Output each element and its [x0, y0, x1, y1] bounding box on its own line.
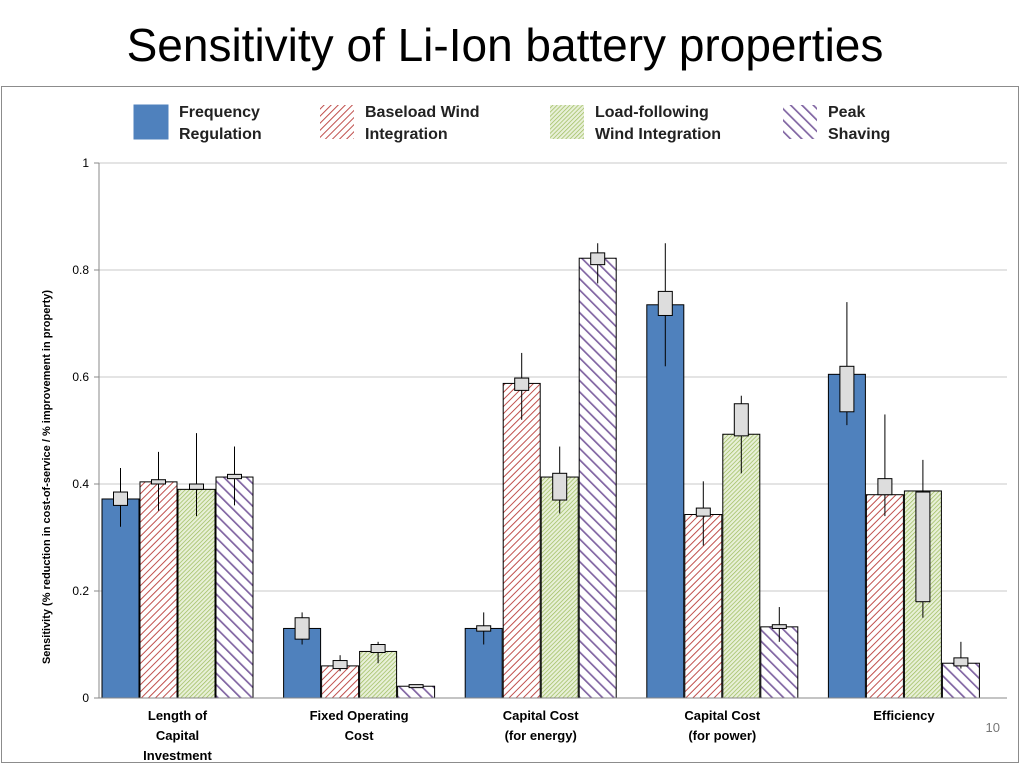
x-axis: Length of Capital Investment Fixed Operatin…	[99, 697, 1007, 762]
x-tick-label: Efficiency	[873, 708, 935, 723]
bar	[865, 494, 904, 699]
x-tick-label: Fixed Operating Cost	[310, 708, 409, 743]
legend-label: Baseload Wind Integration	[365, 104, 480, 143]
range-box	[189, 483, 204, 490]
range-box	[151, 479, 166, 485]
range-box	[657, 290, 673, 316]
y-tick-label: 0.6	[72, 370, 89, 384]
range-box	[771, 624, 787, 629]
y-tick-label: 1	[82, 156, 89, 170]
range-box	[552, 472, 568, 501]
bar	[578, 257, 617, 699]
x-tick-label: Capital Cost (for power)	[684, 708, 761, 743]
bar	[722, 433, 761, 699]
range-box	[408, 684, 424, 689]
range-box	[733, 403, 749, 437]
range-box	[695, 507, 711, 517]
y-tick-label: 0.2	[72, 584, 89, 598]
range-box	[953, 657, 969, 667]
bar	[177, 488, 216, 699]
bar	[139, 481, 178, 699]
legend-label: Frequency Regulation	[179, 104, 262, 143]
legend-label: Load-following Wind Integration	[595, 104, 721, 143]
y-tick-label: 0	[82, 691, 89, 705]
legend-swatch	[320, 105, 354, 139]
range-box	[877, 478, 893, 496]
bar	[540, 476, 579, 699]
range-box	[370, 644, 386, 654]
slide-number: 10	[985, 720, 1000, 735]
y-axis: 0 0.2 0.4 0.6 0.8 1	[72, 156, 100, 705]
x-tick-label: Length of Capital Investment	[143, 708, 212, 762]
range-box	[839, 365, 855, 413]
range-box	[915, 491, 931, 603]
range-box	[227, 473, 242, 480]
bar	[502, 382, 541, 699]
y-axis-label: Sensitivity (% reduction in cost-of-serv…	[41, 290, 53, 664]
sensitivity-chart: Frequency Regulation Baseload Wind Integrat…	[41, 104, 1007, 762]
range-box	[590, 252, 606, 266]
bar	[101, 498, 140, 699]
range-box	[113, 491, 128, 506]
range-box	[332, 660, 348, 670]
range-box	[476, 625, 492, 632]
bar	[215, 476, 254, 699]
bar	[827, 373, 866, 699]
range-box	[294, 617, 310, 640]
legend-swatch	[783, 105, 817, 139]
range-box	[514, 377, 530, 391]
legend-swatch	[133, 104, 169, 140]
legend-label: Peak Shaving	[828, 104, 890, 143]
chart-frame: Frequency Regulation Baseload Wind Integrat…	[1, 86, 1019, 763]
y-tick-label: 0.8	[72, 263, 89, 277]
bar	[941, 662, 980, 699]
y-tick-label: 0.4	[72, 477, 89, 491]
legend-swatch	[550, 105, 584, 139]
bar-groups	[101, 243, 980, 699]
x-tick-label: Capital Cost (for energy)	[503, 708, 580, 743]
slide-title: Sensitivity of Li-Ion battery properties	[126, 19, 884, 71]
chart-legend: Frequency Regulation Baseload Wind Integrat…	[133, 104, 890, 143]
